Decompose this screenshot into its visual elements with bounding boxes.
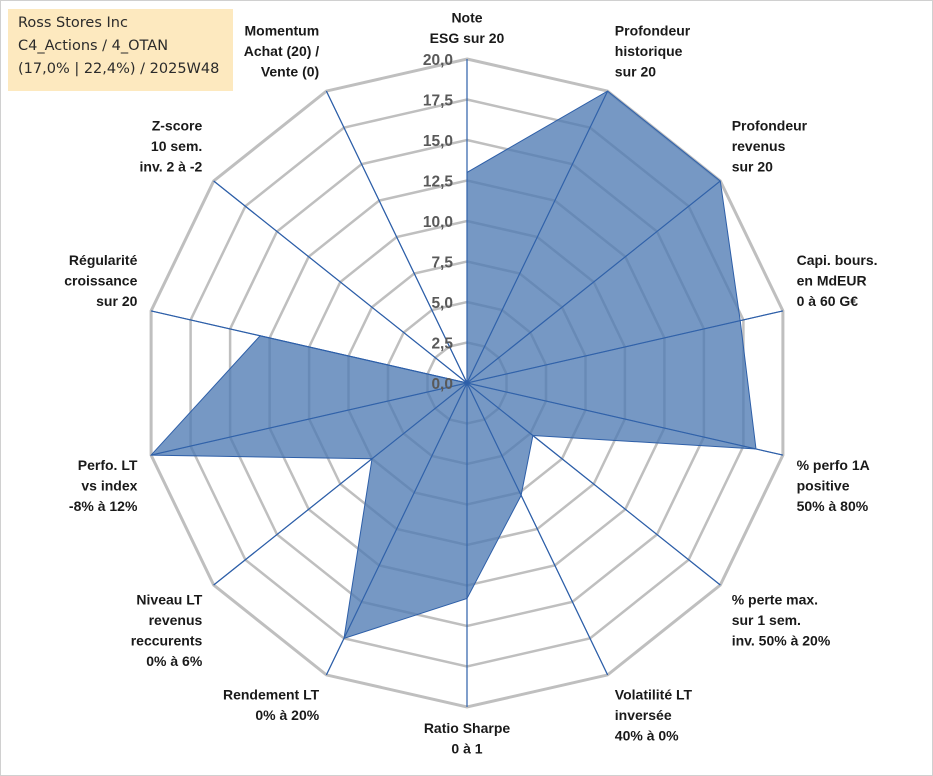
- axis-label-9: Niveau LT revenus reccurents 0% à 6%: [131, 592, 203, 670]
- axis-label-11: Régularité croissance sur 20: [64, 252, 137, 309]
- tick-label: 15,0: [423, 133, 453, 150]
- axis-spoke-overlay-9: [213, 382, 468, 586]
- axis-label-line: % perte max.: [732, 592, 818, 608]
- axis-label-line: sur 20: [732, 159, 773, 175]
- axis-label-line: % perfo 1A: [797, 457, 870, 473]
- axis-label-line: Niveau LT: [136, 592, 202, 608]
- axis-label-4: % perfo 1A positive 50% à 80%: [797, 457, 870, 514]
- axis-label-line: positive: [797, 477, 850, 493]
- axis-label-line: 50% à 80%: [797, 498, 869, 514]
- performance-stats: (17,0% | 22,4%) / 2025W48: [18, 61, 220, 77]
- axis-label-line: inv. 50% à 20%: [732, 633, 831, 649]
- axis-label-line: Ratio Sharpe: [424, 720, 511, 736]
- axis-label-line: reccurents: [131, 633, 203, 649]
- series-layer: [149, 59, 784, 707]
- company-name: Ross Stores Inc: [18, 15, 128, 31]
- tick-label: 20,0: [423, 52, 453, 69]
- axis-label-line: Rendement LT: [223, 687, 320, 703]
- axis-spoke-overlay-1: [466, 90, 609, 384]
- axis-spoke-overlay-4: [466, 382, 784, 456]
- axis-label-5: % perte max. sur 1 sem. inv. 50% à 20%: [732, 592, 831, 649]
- axis-spoke-overlay-2: [466, 180, 721, 384]
- axis-spoke-overlay-11: [150, 310, 468, 384]
- axis-label-line: 10 sem.: [151, 138, 202, 154]
- axis-label-2: Profondeur revenus sur 20: [732, 118, 808, 175]
- axis-spoke-overlay-3: [466, 310, 784, 384]
- axis-label-6: Volatilité LT inversée 40% à 0%: [615, 687, 693, 744]
- axis-label-line: revenus: [732, 138, 786, 154]
- axis-label-line: sur 20: [615, 63, 656, 79]
- axis-spoke-overlay-13: [325, 90, 468, 384]
- axis-spoke-overlay-10: [150, 382, 468, 456]
- axis-label-line: Profondeur: [732, 118, 808, 134]
- axis-label-0: Note ESG sur 20: [430, 10, 505, 47]
- tick-label: 17,5: [423, 93, 454, 110]
- axis-label-3: Capi. bours. en MdEUR 0 à 60 G€: [797, 252, 878, 309]
- axis-label-line: inv. 2 à -2: [140, 159, 203, 175]
- label-layer: Note ESG sur 20 Profondeur historique sur 20…: [64, 10, 877, 757]
- axis-spoke-overlay-6: [466, 382, 609, 676]
- axis-label-line: Z-score: [152, 118, 203, 134]
- tick-label: 12,5: [423, 174, 454, 191]
- axis-label-line: 0% à 6%: [146, 653, 203, 669]
- axis-label-7: Ratio Sharpe 0 à 1: [424, 720, 511, 757]
- axis-label-1: Profondeur historique sur 20: [615, 22, 691, 79]
- axis-label-line: vs index: [81, 477, 137, 493]
- tick-label: 0,0: [431, 376, 453, 393]
- tick-label: 5,0: [431, 295, 453, 312]
- info-box: Ross Stores Inc C4_Actions / 4_OTAN (17,…: [8, 9, 233, 91]
- axis-label-line: Momentum: [245, 22, 320, 38]
- axis-label-line: Note: [451, 10, 482, 26]
- axis-label-line: Capi. bours.: [797, 252, 878, 268]
- axis-label-line: en MdEUR: [797, 273, 867, 289]
- axis-label-line: 0 à 60 G€: [797, 293, 859, 309]
- axis-label-line: Vente (0): [261, 63, 319, 79]
- tick-label: 10,0: [423, 214, 453, 231]
- axis-label-line: sur 1 sem.: [732, 612, 801, 628]
- series-area: [149, 90, 757, 640]
- axis-label-line: 40% à 0%: [615, 728, 679, 744]
- axis-label-line: croissance: [64, 273, 137, 289]
- axis-spoke-overlay-5: [466, 382, 721, 586]
- axis-label-10: Perfo. LT vs index -8% à 12%: [69, 457, 138, 514]
- axis-label-line: 0% à 20%: [255, 707, 319, 723]
- tick-label: 2,5: [431, 336, 453, 353]
- portfolio-name: C4_Actions / 4_OTAN: [18, 38, 169, 54]
- axis-spoke-overlay-12: [213, 180, 468, 384]
- tick-layer: 0,0 2,5 5,0 7,5 10,0 12,5 15,0 17,5 20,0: [423, 52, 454, 393]
- axis-label-line: Perfo. LT: [78, 457, 138, 473]
- axis-label-12: Z-score 10 sem. inv. 2 à -2: [140, 118, 203, 175]
- axis-label-line: 0 à 1: [451, 741, 482, 757]
- tick-label: 7,5: [431, 255, 453, 272]
- axis-label-line: inversée: [615, 707, 672, 723]
- axis-label-line: revenus: [149, 612, 203, 628]
- axis-spoke-overlay-8: [325, 382, 468, 676]
- axis-label-line: sur 20: [96, 293, 137, 309]
- axis-label-line: Profondeur: [615, 22, 691, 38]
- axis-label-line: Volatilité LT: [615, 687, 693, 703]
- axis-label-line: -8% à 12%: [69, 498, 138, 514]
- axis-label-line: Achat (20) /: [244, 43, 320, 59]
- axis-label-line: ESG sur 20: [430, 30, 505, 46]
- axis-label-line: Régularité: [69, 252, 138, 268]
- axis-label-8: Rendement LT 0% à 20%: [223, 687, 320, 724]
- axis-label-line: historique: [615, 43, 683, 59]
- axis-label-13: Momentum Achat (20) / Vente (0): [244, 22, 320, 79]
